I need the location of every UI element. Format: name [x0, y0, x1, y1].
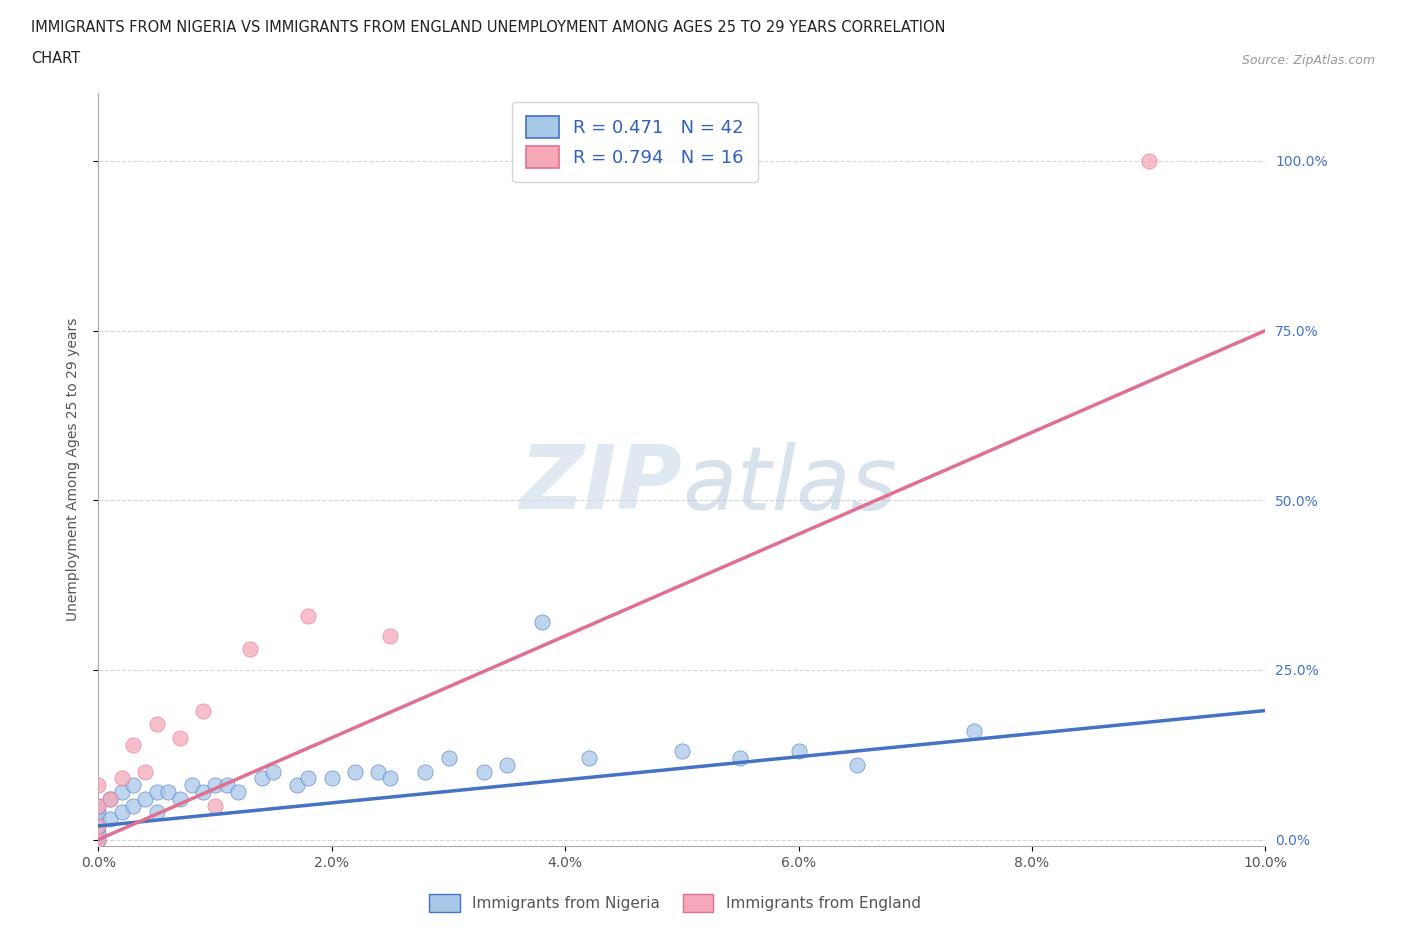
- Point: [87, 798, 110, 813]
- Point: [472, 764, 495, 779]
- Legend: Immigrants from Nigeria, Immigrants from England: Immigrants from Nigeria, Immigrants from…: [423, 888, 927, 918]
- Point: [87, 798, 110, 813]
- Point: [671, 744, 693, 759]
- Point: [321, 771, 343, 786]
- Point: [413, 764, 436, 779]
- Y-axis label: Unemployment Among Ages 25 to 29 years: Unemployment Among Ages 25 to 29 years: [66, 318, 80, 621]
- Text: CHART: CHART: [31, 51, 80, 66]
- Point: [98, 791, 121, 806]
- Point: [157, 785, 180, 800]
- Point: [146, 785, 169, 800]
- Point: [495, 757, 517, 772]
- Point: [111, 805, 134, 820]
- Point: [728, 751, 751, 765]
- Point: [378, 771, 402, 786]
- Point: [87, 829, 110, 844]
- Point: [98, 812, 121, 827]
- Point: [111, 771, 134, 786]
- Point: [297, 771, 319, 786]
- Point: [297, 608, 319, 623]
- Point: [193, 703, 215, 718]
- Point: [250, 771, 273, 786]
- Point: [239, 642, 262, 657]
- Point: [87, 832, 110, 847]
- Point: [367, 764, 389, 779]
- Point: [122, 798, 145, 813]
- Point: [787, 744, 810, 759]
- Point: [169, 791, 191, 806]
- Point: [193, 785, 215, 800]
- Text: atlas: atlas: [682, 442, 897, 527]
- Point: [1137, 153, 1160, 168]
- Point: [215, 777, 238, 792]
- Point: [87, 777, 110, 792]
- Text: Source: ZipAtlas.com: Source: ZipAtlas.com: [1241, 54, 1375, 67]
- Point: [262, 764, 284, 779]
- Point: [146, 717, 169, 732]
- Point: [180, 777, 202, 792]
- Point: [134, 764, 156, 779]
- Point: [134, 791, 156, 806]
- Point: [122, 737, 145, 752]
- Point: [228, 785, 250, 800]
- Legend: R = 0.471   N = 42, R = 0.794   N = 16: R = 0.471 N = 42, R = 0.794 N = 16: [512, 102, 758, 182]
- Point: [962, 724, 984, 738]
- Text: ZIP: ZIP: [519, 441, 682, 528]
- Point: [578, 751, 600, 765]
- Text: IMMIGRANTS FROM NIGERIA VS IMMIGRANTS FROM ENGLAND UNEMPLOYMENT AMONG AGES 25 TO: IMMIGRANTS FROM NIGERIA VS IMMIGRANTS FR…: [31, 20, 945, 35]
- Point: [437, 751, 460, 765]
- Point: [204, 777, 226, 792]
- Point: [378, 629, 402, 644]
- Point: [87, 812, 110, 827]
- Point: [87, 805, 110, 820]
- Point: [111, 785, 134, 800]
- Point: [169, 730, 191, 745]
- Point: [845, 757, 868, 772]
- Point: [87, 832, 110, 847]
- Point: [344, 764, 367, 779]
- Point: [98, 791, 121, 806]
- Point: [530, 615, 553, 630]
- Point: [285, 777, 308, 792]
- Point: [204, 798, 226, 813]
- Point: [87, 825, 110, 840]
- Point: [87, 818, 110, 833]
- Point: [87, 818, 110, 833]
- Point: [122, 777, 145, 792]
- Point: [146, 805, 169, 820]
